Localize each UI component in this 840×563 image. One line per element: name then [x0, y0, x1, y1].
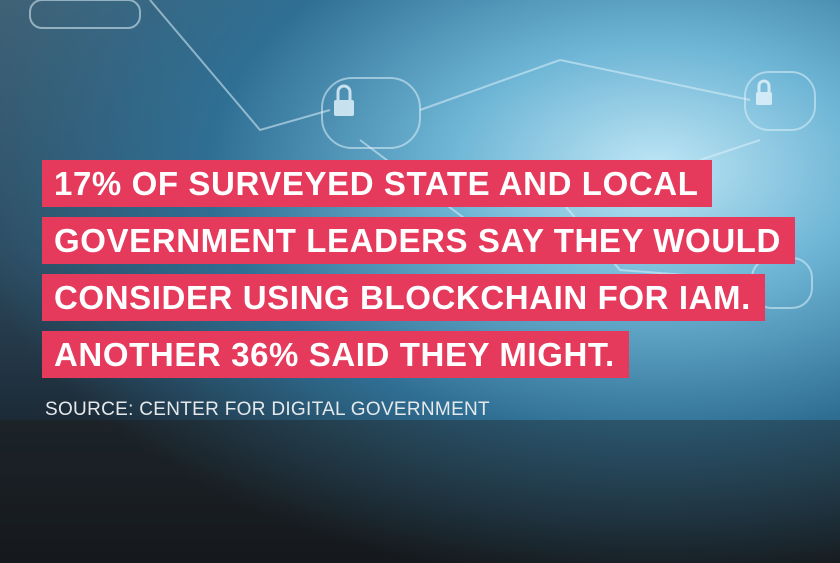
headline-line: GOVERNMENT LEADERS SAY THEY WOULD: [42, 217, 795, 264]
headline-line: ANOTHER 36% SAID THEY MIGHT.: [42, 331, 629, 378]
headline: 17% OF SURVEYED STATE AND LOCAL GOVERNME…: [42, 160, 795, 388]
headline-line: CONSIDER USING BLOCKCHAIN FOR IAM.: [42, 274, 765, 321]
headline-line: 17% OF SURVEYED STATE AND LOCAL: [42, 160, 713, 207]
source-note: SOURCE: CENTER FOR DIGITAL GOVERNMENT: [45, 399, 490, 420]
